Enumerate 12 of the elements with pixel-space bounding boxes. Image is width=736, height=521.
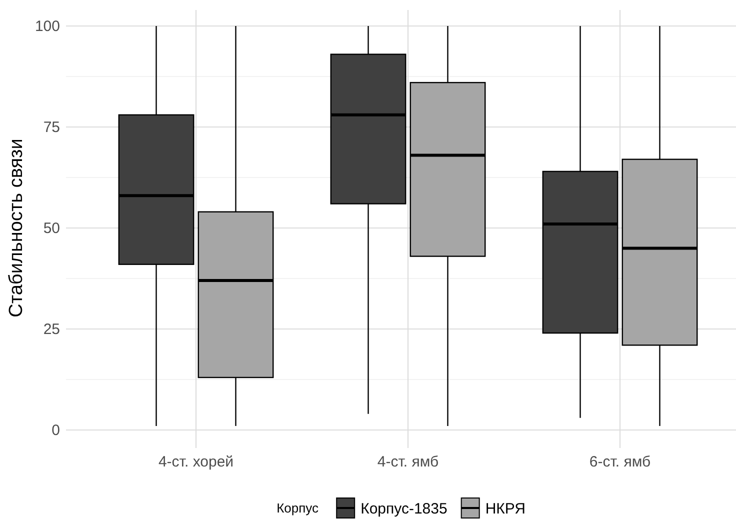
legend-title: Корпус [276,500,320,516]
x-tick-label: 6-ст. ямб [589,454,651,471]
legend-label: НКРЯ [485,500,526,518]
y-tick-label: 50 [43,220,60,237]
y-tick-label: 75 [43,118,60,136]
y-tick-label: 100 [34,18,60,35]
legend-label: Корпус-1835 [360,500,448,518]
x-tick-label: 4-ст. хорей [158,454,234,471]
y-axis-title: Стабильность связи [6,138,27,318]
y-tick-label: 25 [43,320,60,338]
y-tick-label: 0 [52,422,60,439]
x-tick-label: 4-ст. ямб [377,454,439,471]
